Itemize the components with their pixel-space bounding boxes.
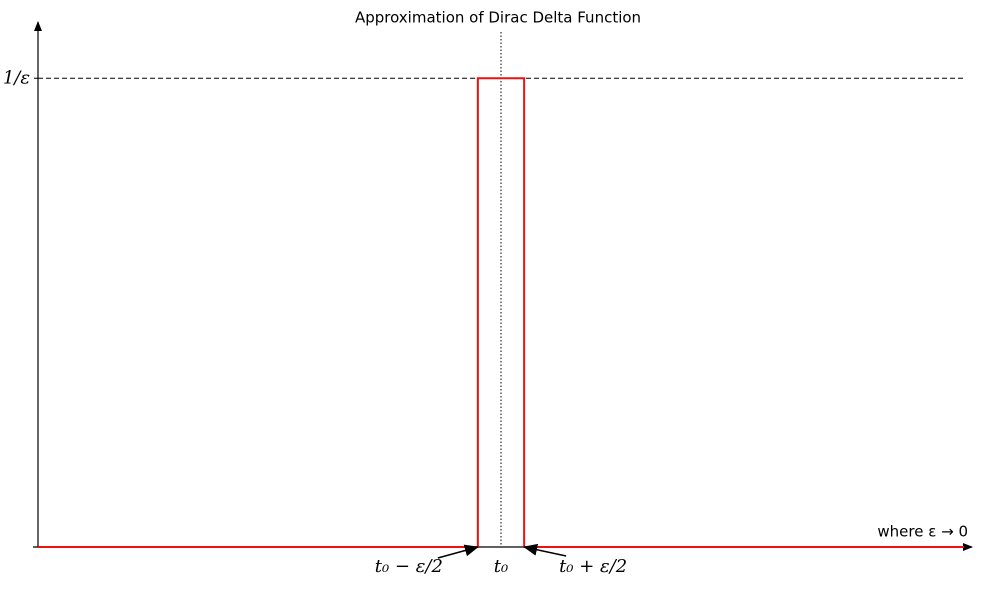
annotation-arrow: [523, 543, 567, 557]
annotation: t₀ + ε/2: [559, 556, 627, 577]
chart-title: Approximation of Dirac Delta Function: [355, 9, 641, 27]
note: where ε → 0: [877, 523, 968, 541]
y-tick-label: 1/ε: [3, 67, 30, 88]
annotation: t₀ − ε/2: [375, 556, 443, 577]
annotation-arrow: [437, 544, 479, 559]
annotation: t₀: [494, 556, 508, 577]
series-line: [38, 77, 964, 548]
